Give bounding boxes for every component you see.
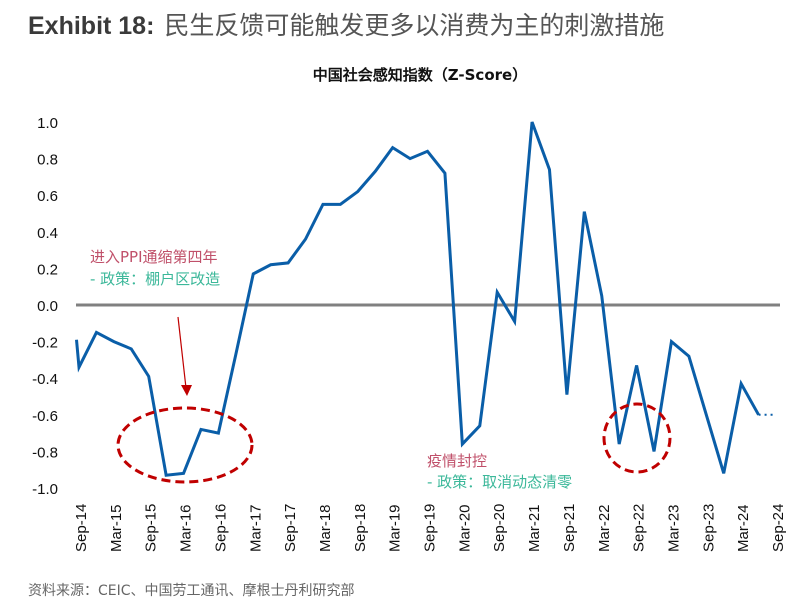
x-tick-label: Sep-14: [73, 504, 90, 552]
chart-title: 中国社会感知指数（Z-Score）: [313, 66, 527, 84]
x-axis: Sep-14 Mar-15 Sep-15 Mar-16 Sep-16 Mar-17 Sep-…: [73, 504, 787, 552]
y-tick-label: -0.8: [32, 444, 58, 461]
source-note: 资料来源：CEIC、中国劳工通讯、摩根士丹利研究部: [28, 583, 355, 599]
y-tick-label: 0.6: [37, 188, 58, 205]
y-tick-label: -1.0: [32, 481, 58, 498]
y-tick-label: -0.2: [32, 335, 58, 352]
x-tick-label: Sep-22: [631, 504, 648, 552]
arrow-head-icon: [181, 385, 192, 396]
x-tick-label: Mar-23: [665, 504, 682, 552]
x-tick-label: Sep-18: [352, 504, 369, 552]
annotation-ppi-policy: - 政策：棚户区改造: [90, 270, 220, 288]
x-tick-label: Mar-22: [596, 504, 613, 552]
y-tick-label: 0.4: [37, 225, 58, 242]
y-tick-label: -0.6: [32, 408, 58, 425]
x-tick-label: Mar-18: [317, 504, 334, 552]
highlight-ellipse-2022: [602, 402, 672, 474]
y-tick-label: 1.0: [37, 115, 58, 132]
arrow-line: [177, 316, 187, 389]
annotation-covid-title: 疫情封控: [427, 452, 487, 470]
x-tick-label: Sep-15: [143, 504, 160, 552]
x-tick-label: Mar-20: [456, 504, 473, 552]
x-tick-label: Sep-23: [700, 504, 717, 552]
x-tick-label: Sep-20: [491, 504, 508, 552]
y-axis: 1.0 0.8 0.6 0.4 0.2 0.0 -0.2 -0.4 -0.6 -0.8 -1.0: [32, 115, 58, 498]
annotation-ppi-title: 进入PPI通缩第四年: [90, 248, 218, 266]
y-tick-label: 0.0: [37, 298, 58, 315]
x-tick-label: Sep-21: [561, 504, 578, 552]
x-tick-label: Sep-16: [212, 504, 229, 552]
x-tick-label: Mar-16: [178, 504, 195, 552]
x-tick-label: Mar-15: [108, 504, 125, 552]
series-line: [75, 121, 760, 477]
x-tick-label: Mar-17: [247, 504, 264, 552]
x-tick-label: Mar-24: [735, 504, 752, 552]
y-tick-label: 0.8: [37, 152, 58, 169]
y-tick-label: 0.2: [37, 261, 58, 278]
x-tick-label: Sep-24: [770, 504, 787, 552]
x-tick-label: Mar-19: [387, 504, 404, 552]
exhibit-number: Exhibit 18:: [28, 12, 155, 40]
x-tick-label: Mar-21: [526, 504, 543, 552]
annotation-covid-policy: - 政策：取消动态清零: [427, 473, 572, 491]
exhibit-header: Exhibit 18: 民生反馈可能触发更多以消费为主的刺激措施: [28, 6, 664, 42]
exhibit-title: 民生反馈可能触发更多以消费为主的刺激措施: [164, 11, 665, 40]
data-points: [76, 121, 759, 476]
x-tick-label: Sep-17: [282, 504, 299, 552]
highlight-ellipse-2016: [116, 406, 254, 484]
x-tick-label: Sep-19: [422, 504, 439, 552]
y-tick-label: -0.4: [32, 371, 58, 388]
